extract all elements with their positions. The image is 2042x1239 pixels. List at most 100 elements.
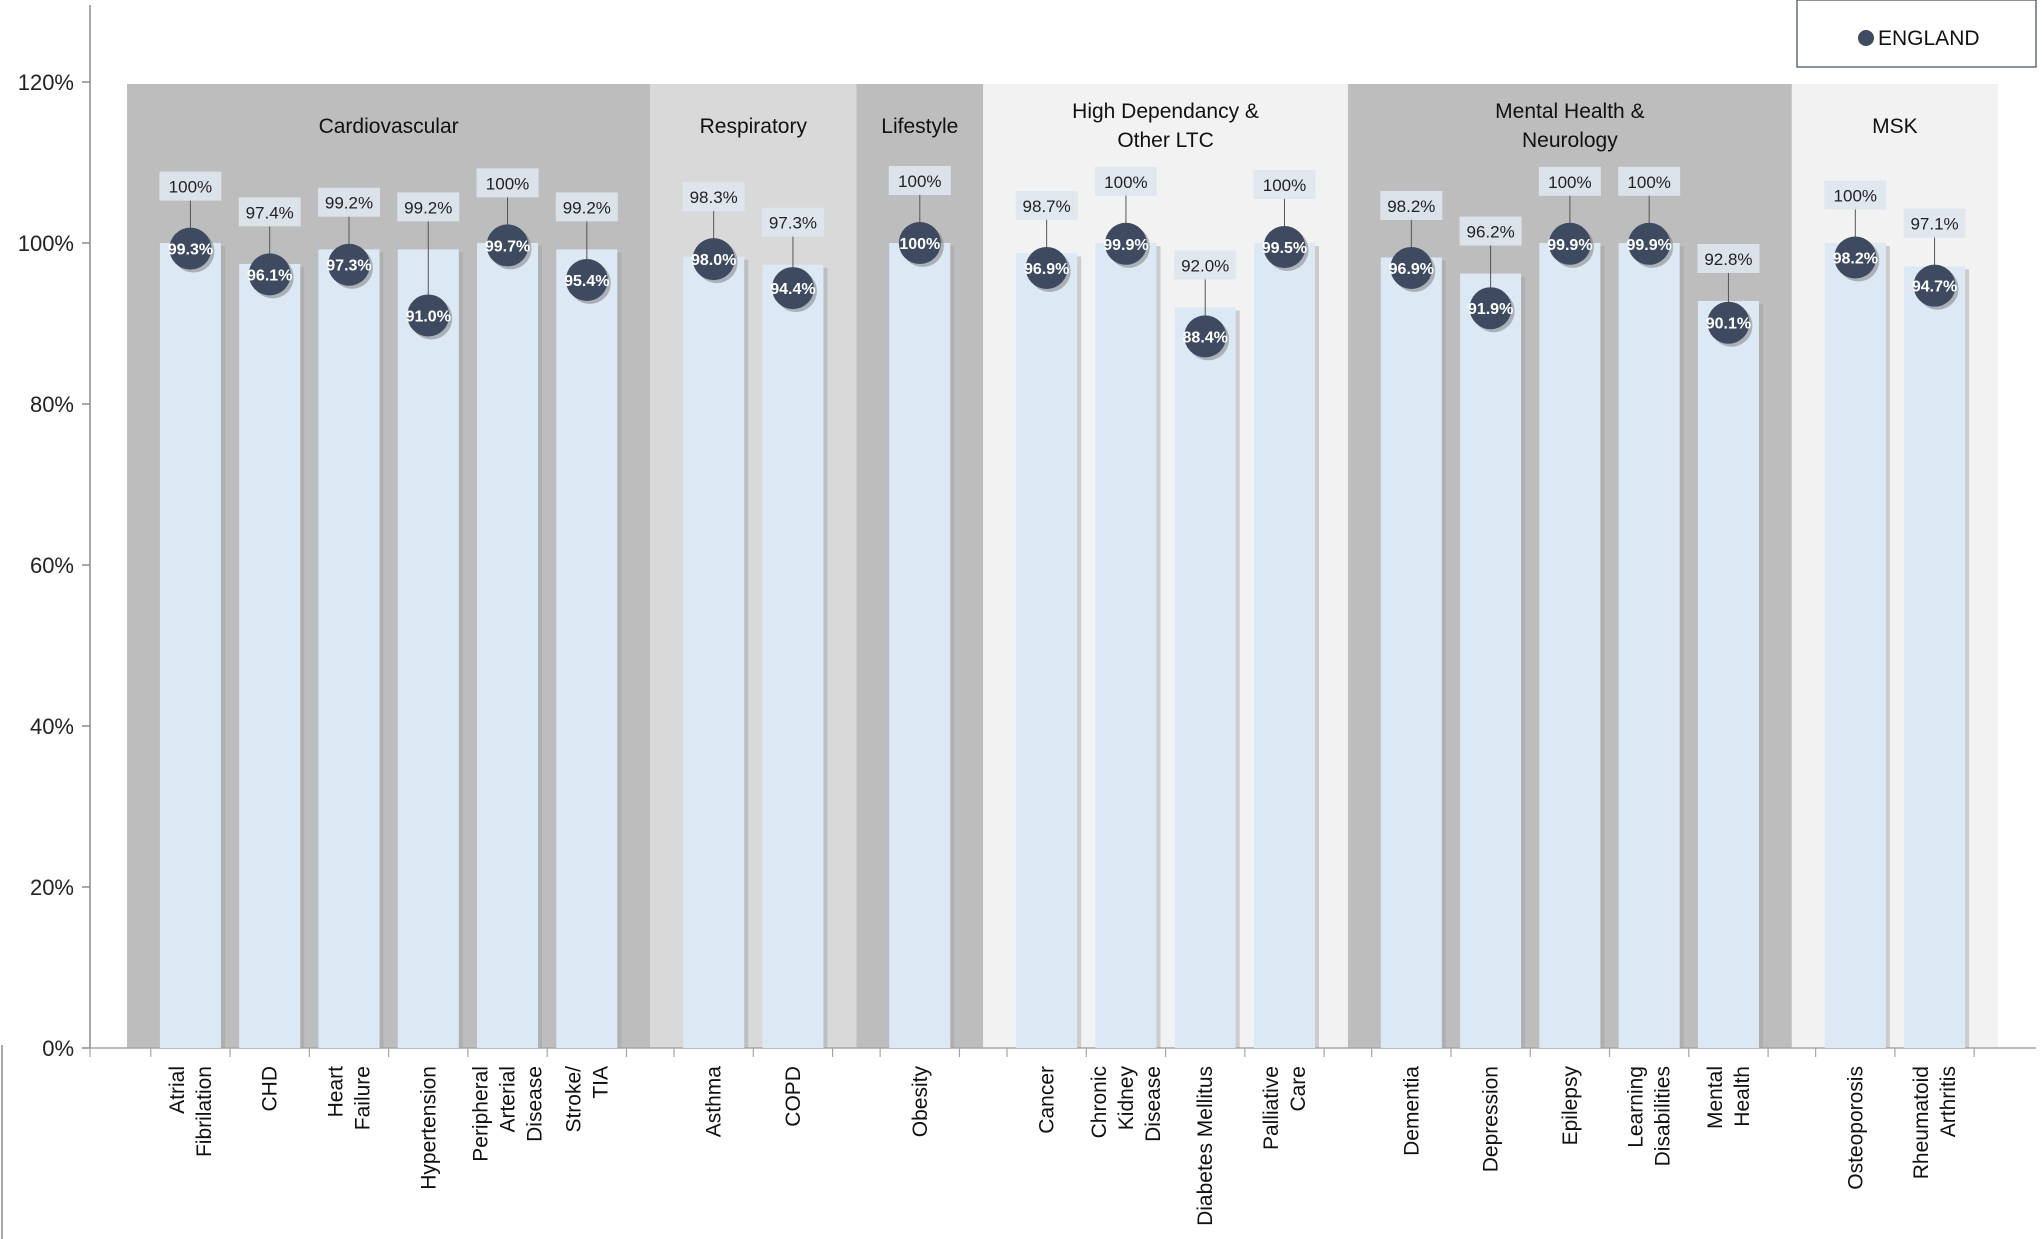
bar-label-rheumatoid-arthritis: 97.1% [1910,215,1958,234]
bar-label-palliative-care: 100% [1263,176,1306,195]
england-label-rheumatoid-arthritis: 94.7% [1912,279,1957,296]
england-dot-asthma [692,238,735,281]
bar-epilepsy [1539,243,1601,1048]
bar-heart-failure [318,249,380,1048]
category-label-diabetes-mellitus: Diabetes Mellitus [1194,1066,1217,1226]
bar-label-box [238,197,301,227]
category-label-palliative-care: Care [1287,1066,1310,1112]
england-dot-chronic-kidney-disease [1104,222,1147,265]
group-label-high-dependancy-other-ltc: High Dependancy & [1072,100,1259,123]
england-dot-peripheral-arterial-disease [486,224,529,267]
england-dot-osteoporosis [1834,236,1877,279]
england-dot-stroke-tia [565,259,608,302]
category-label-asthma: Asthma [703,1066,726,1138]
bar-palliative-care [1253,243,1316,1048]
england-label-learning-disabilities: 99.9% [1626,237,1671,254]
group-label-lifestyle: Lifestyle [881,115,958,138]
bar-label-atrial-fibrilation: 100% [169,178,212,197]
england-label-depression: 91.9% [1468,301,1513,318]
bar-asthma [683,256,745,1048]
bar-label-depression: 96.2% [1467,223,1515,242]
bar-label-box [1174,250,1237,280]
bar-label-box [397,192,460,222]
category-label-osteoporosis: Osteoporosis [1844,1066,1867,1190]
england-dot-copd [771,267,814,310]
england-dot-cancer [1025,246,1068,289]
bar-label-box [1253,170,1316,200]
category-label-cancer: Cancer [1036,1066,1059,1134]
england-dot-diabetes-mellitus [1184,315,1227,358]
england-dot-obesity [898,222,941,264]
category-label-chronic-kidney-disease: Chronic [1088,1066,1111,1138]
bar-label-box [1015,190,1078,220]
bar-cancer [1016,253,1078,1049]
bar-diabetes-mellitus [1174,307,1236,1048]
bar-label-copd: 97.3% [769,214,817,233]
bar-label-box [1380,190,1443,220]
category-label-epilepsy: Epilepsy [1559,1066,1582,1146]
bar-chronic-kidney-disease [1095,243,1157,1048]
england-label-atrial-fibrilation: 99.3% [168,242,213,259]
bar-label-box [476,168,539,198]
england-dot-epilepsy [1548,222,1591,265]
bar-label-box [1903,208,1966,238]
bar-label-box [761,207,824,237]
category-label-atrial-fibrilation: Atrial [166,1066,189,1114]
bar-label-box [888,166,951,195]
legend-box [1796,0,2037,68]
category-label-learning-disabilities: Learning [1625,1066,1648,1148]
category-label-copd: COPD [782,1066,805,1127]
category-label-mental-health: Health [1731,1066,1754,1127]
bar-label-hypertension: 99.2% [404,198,452,217]
bar-label-chd: 97.4% [246,203,294,222]
category-label-learning-disabilities: Disabilities [1652,1066,1675,1166]
y-tick-label: 80% [30,392,74,417]
group-label-msk: MSK [1872,115,1918,138]
england-label-hypertension: 91.0% [406,308,451,325]
category-label-atrial-fibrilation: Fibrilation [193,1066,216,1157]
bar-hypertension [397,249,459,1048]
bar-label-box [159,171,222,201]
category-label-palliative-care: Palliative [1260,1066,1283,1150]
england-dot-palliative-care [1263,226,1306,269]
bar-label-box [555,192,618,222]
bar-label-box [1459,216,1522,246]
bar-chd [239,263,301,1048]
england-label-diabetes-mellitus: 88.4% [1183,329,1228,346]
bar-label-box [1697,243,1760,273]
bar-peripheral-arterial-disease [477,243,539,1048]
category-label-dementia: Dementia [1400,1066,1423,1156]
england-dot-mental-health [1707,301,1750,344]
england-dot-chd [248,253,291,296]
england-label-palliative-care: 99.5% [1262,240,1307,257]
category-label-hypertension: Hypertension [417,1066,440,1190]
group-label-mental-health-neurology: Mental Health & [1495,100,1644,123]
bar-mental-health [1697,300,1759,1049]
bar-label-osteoporosis: 100% [1834,186,1877,205]
y-tick-label: 120% [18,70,74,95]
category-label-depression: Depression [1480,1066,1503,1172]
bar-learning-disabilities [1618,243,1680,1048]
england-label-asthma: 98.0% [691,252,736,269]
y-tick-label: 100% [18,231,74,256]
bar-label-mental-health: 92.8% [1704,250,1752,269]
england-label-cancer: 96.9% [1024,261,1069,278]
bar-label-box [1824,180,1887,210]
england-label-stroke-tia: 95.4% [564,273,609,290]
england-dot-rheumatoid-arthritis [1913,264,1956,307]
england-label-mental-health: 90.1% [1706,316,1751,333]
bar-label-learning-disabilities: 100% [1627,173,1670,192]
category-label-chronic-kidney-disease: Kidney [1115,1066,1138,1131]
england-label-heart-failure: 97.3% [326,258,371,275]
category-label-chronic-kidney-disease: Disease [1142,1066,1165,1142]
bar-depression [1460,273,1522,1049]
y-tick-label: 40% [30,714,74,739]
group-label-respiratory: Respiratory [700,115,808,138]
england-label-copd: 94.4% [770,281,815,298]
bar-stroke-tia [556,249,618,1048]
bar-label-epilepsy: 100% [1548,173,1591,192]
bar-label-box [1618,166,1681,196]
bar-label-box [317,187,380,217]
